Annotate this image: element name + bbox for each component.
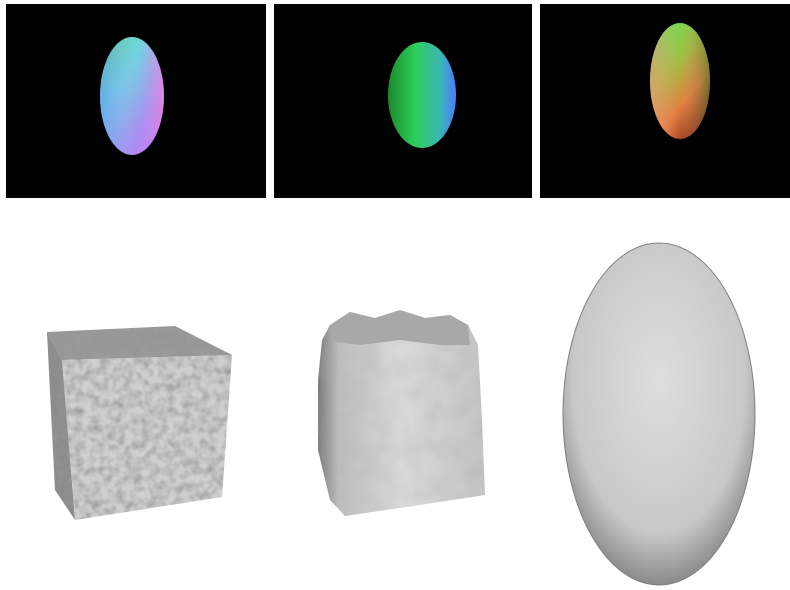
ellipsoid-shade — [100, 37, 164, 155]
ellipsoid-render — [388, 42, 456, 148]
deformed-top — [330, 310, 470, 345]
smooth-ellipsoid — [562, 242, 756, 586]
cube-top — [47, 326, 232, 360]
cube-side — [47, 332, 75, 520]
deformed-cube — [318, 310, 485, 516]
rough-cube — [47, 326, 232, 520]
ellipsoid-shade — [650, 23, 710, 139]
deformed-body — [318, 310, 485, 516]
cube-front — [62, 355, 232, 520]
